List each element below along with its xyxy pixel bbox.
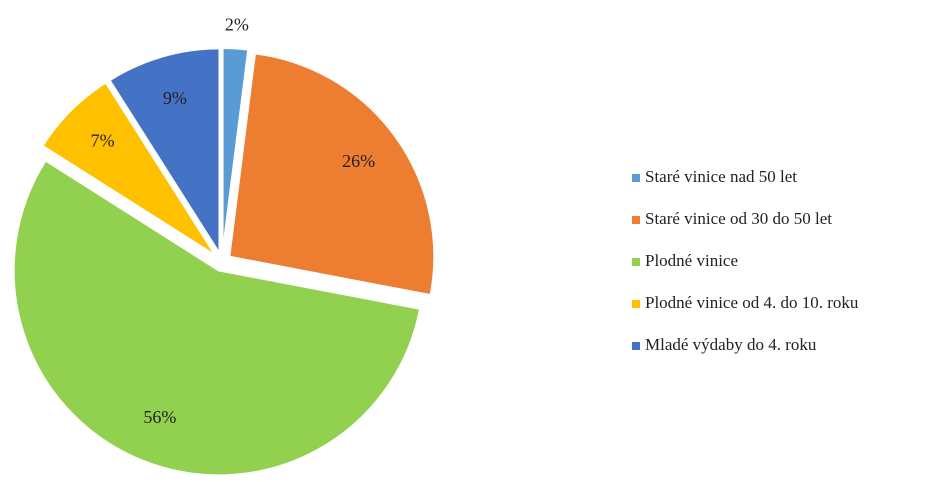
legend-label: Plodné vinice od 4. do 10. roku (645, 293, 859, 312)
legend-swatch (632, 258, 640, 266)
legend-label: Mladé výdaby do 4. roku (645, 335, 817, 354)
data-label: 2% (225, 15, 249, 35)
legend-swatch (632, 300, 640, 308)
legend-swatch (632, 342, 640, 350)
legend-label: Staré vinice od 30 do 50 let (645, 209, 832, 228)
data-label: 56% (143, 407, 176, 427)
pie-slice (41, 81, 217, 257)
data-label: 26% (342, 151, 375, 171)
pie-slice (228, 52, 436, 297)
legend-label: Plodné vinice (645, 251, 738, 270)
legend-swatch (632, 216, 640, 224)
pie-slice (12, 159, 422, 477)
pie-slice (221, 47, 250, 254)
legend-swatch (632, 174, 640, 182)
data-label: 7% (91, 131, 115, 151)
data-label: 9% (163, 88, 187, 108)
pie-slice (108, 47, 221, 257)
legend-label: Staré vinice nad 50 let (645, 167, 797, 186)
